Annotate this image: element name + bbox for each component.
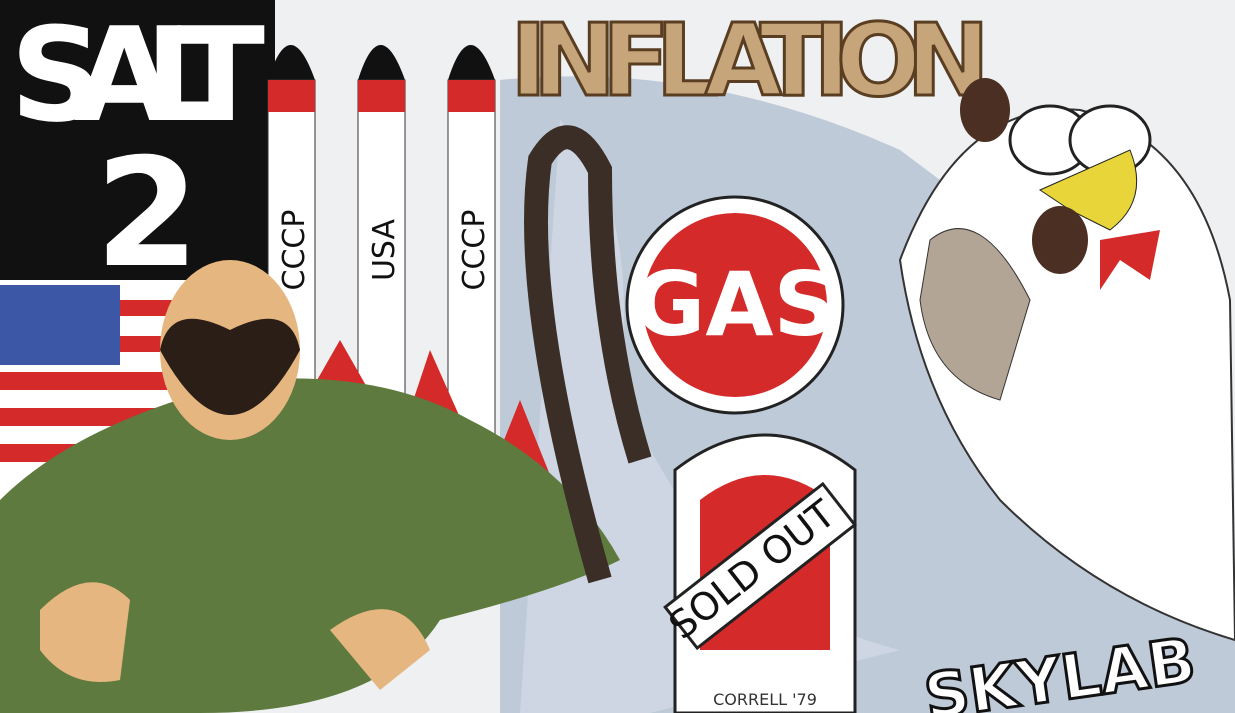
missile-label: CCCP [457,210,492,291]
missile-label: USA [367,218,402,281]
cartoon: SALT 2 CCCP USA CCCP INFLATION GAS SOLD … [0,0,1235,713]
missile-band [358,80,405,112]
missile-label: CCCP [277,210,312,291]
pump-gas-label: GAS [633,253,837,356]
missile-band [448,80,495,112]
inflation-title: INFLATION [510,2,990,119]
phone-earpiece [960,78,1010,142]
missile-band [268,80,315,112]
phone-mouthpiece [1032,206,1088,274]
salt-number: 2 [95,127,199,301]
signature: CORRELL '79 [713,690,817,709]
